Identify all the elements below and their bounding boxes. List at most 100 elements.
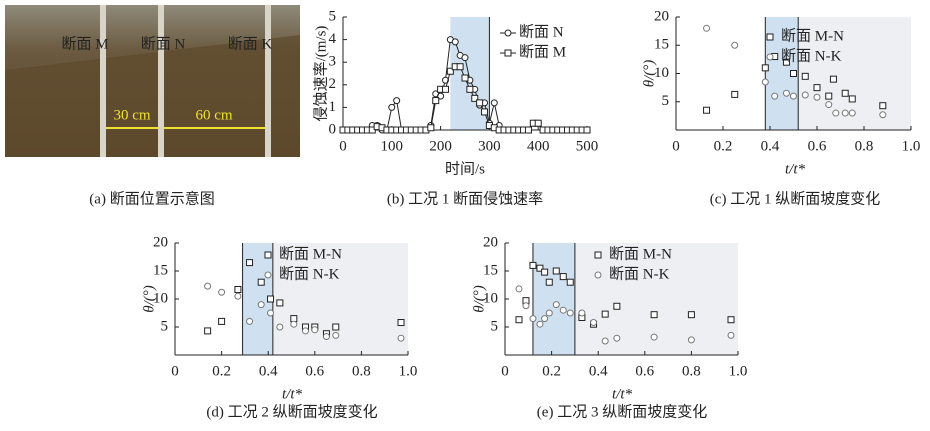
x-tick-label: 0.4 [589,363,608,379]
marker [728,317,734,323]
marker [595,252,601,258]
photo: 断面 M 断面 N 断面 K 30 cm 60 cm [5,5,300,157]
marker [602,311,608,317]
marker [560,274,566,280]
x-tick-label: 0.4 [761,138,780,154]
marker [791,93,797,99]
marker [235,286,241,292]
marker [802,73,808,79]
marker [205,328,211,334]
marker [688,312,694,318]
x-tick-label: 100 [381,138,404,154]
x-tick-label: 0.8 [352,363,371,379]
x-tick-label: 0.2 [714,138,733,154]
photo-label: 断面 N [141,35,186,52]
marker [614,335,620,341]
marker [277,324,283,330]
marker [732,91,738,97]
marker [826,102,832,108]
marker [602,338,608,344]
marker [247,318,253,324]
marker [542,269,548,275]
y-tick-label: 20 [153,234,168,250]
marker [567,310,573,316]
photo-label: 断面 K [228,35,273,52]
marker [584,127,590,133]
photo-label: 30 cm [113,107,150,123]
marker [553,302,559,308]
marker [516,286,522,292]
post [100,5,106,157]
y-axis-label: θ/(°) [471,285,487,313]
marker [880,103,886,109]
caption: (c) 工况 1 纵断面坡度变化 [710,190,880,207]
y-tick-label: 5 [329,8,337,24]
legend-label: 断面 N [519,23,564,40]
marker [398,320,404,326]
y-tick-label: 15 [483,262,498,278]
x-tick-label: 0.6 [305,363,324,379]
marker [302,328,308,334]
x-tick-label: 0.4 [259,363,278,379]
legend-label: 断面 M-N [781,27,844,44]
y-tick-label: 5 [491,318,499,334]
x-tick-label: 400 [527,138,550,154]
marker [762,65,768,71]
marker [442,86,448,92]
x-tick-label: 0.2 [542,363,561,379]
marker [482,109,488,115]
marker [542,316,548,322]
marker [849,96,855,102]
x-tick-label: 200 [429,138,452,154]
marker [530,262,536,268]
marker [688,337,694,343]
x-tick-label: 0.2 [212,363,231,379]
y-tick-label: 2 [329,76,337,92]
y-tick-label: 15 [654,37,669,53]
legend-label: 断面 M-N [609,245,672,262]
marker [523,303,529,309]
x-axis-label: t/t* [612,386,633,402]
marker [205,283,211,289]
marker [433,98,439,104]
y-tick-label: 0 [329,121,337,137]
marker [235,293,241,299]
x-tick-label: 300 [478,138,501,154]
photo-label: 断面 M [61,35,108,52]
marker [389,104,395,110]
x-tick-label: 0 [339,138,347,154]
y-tick-label: 5 [662,93,670,109]
legend-label: 断面 M [519,43,566,60]
marker [268,296,274,302]
y-tick-label: 1 [329,99,337,115]
photo-label: 60 cm [195,107,232,123]
marker [452,39,458,45]
marker [704,107,710,113]
marker [814,94,820,100]
caption: (b) 工况 1 断面侵蚀速率 [387,190,543,207]
marker [333,324,339,330]
caption: (a) 断面位置示意图 [89,189,214,207]
x-tick-label: 0 [501,363,509,379]
x-tick-label: 1.0 [902,138,921,154]
caption: (e) 工况 3 纵断面坡度变化 [537,403,707,420]
y-tick-label: 3 [329,54,337,70]
x-tick-label: 0 [672,138,680,154]
marker [651,312,657,318]
marker [277,300,283,306]
legend-label: 断面 M-N [279,245,342,262]
x-tick-label: 500 [576,138,599,154]
x-axis-label: 时间/s [445,160,485,177]
post [265,5,271,157]
marker [333,332,339,338]
y-tick-label: 20 [654,8,669,24]
marker [767,34,773,40]
marker [842,110,848,116]
marker [802,92,808,98]
marker [291,321,297,327]
marker [530,316,536,322]
marker [833,110,839,116]
y-axis-label: θ/(°) [141,285,157,313]
marker [505,30,511,36]
marker [323,334,329,340]
